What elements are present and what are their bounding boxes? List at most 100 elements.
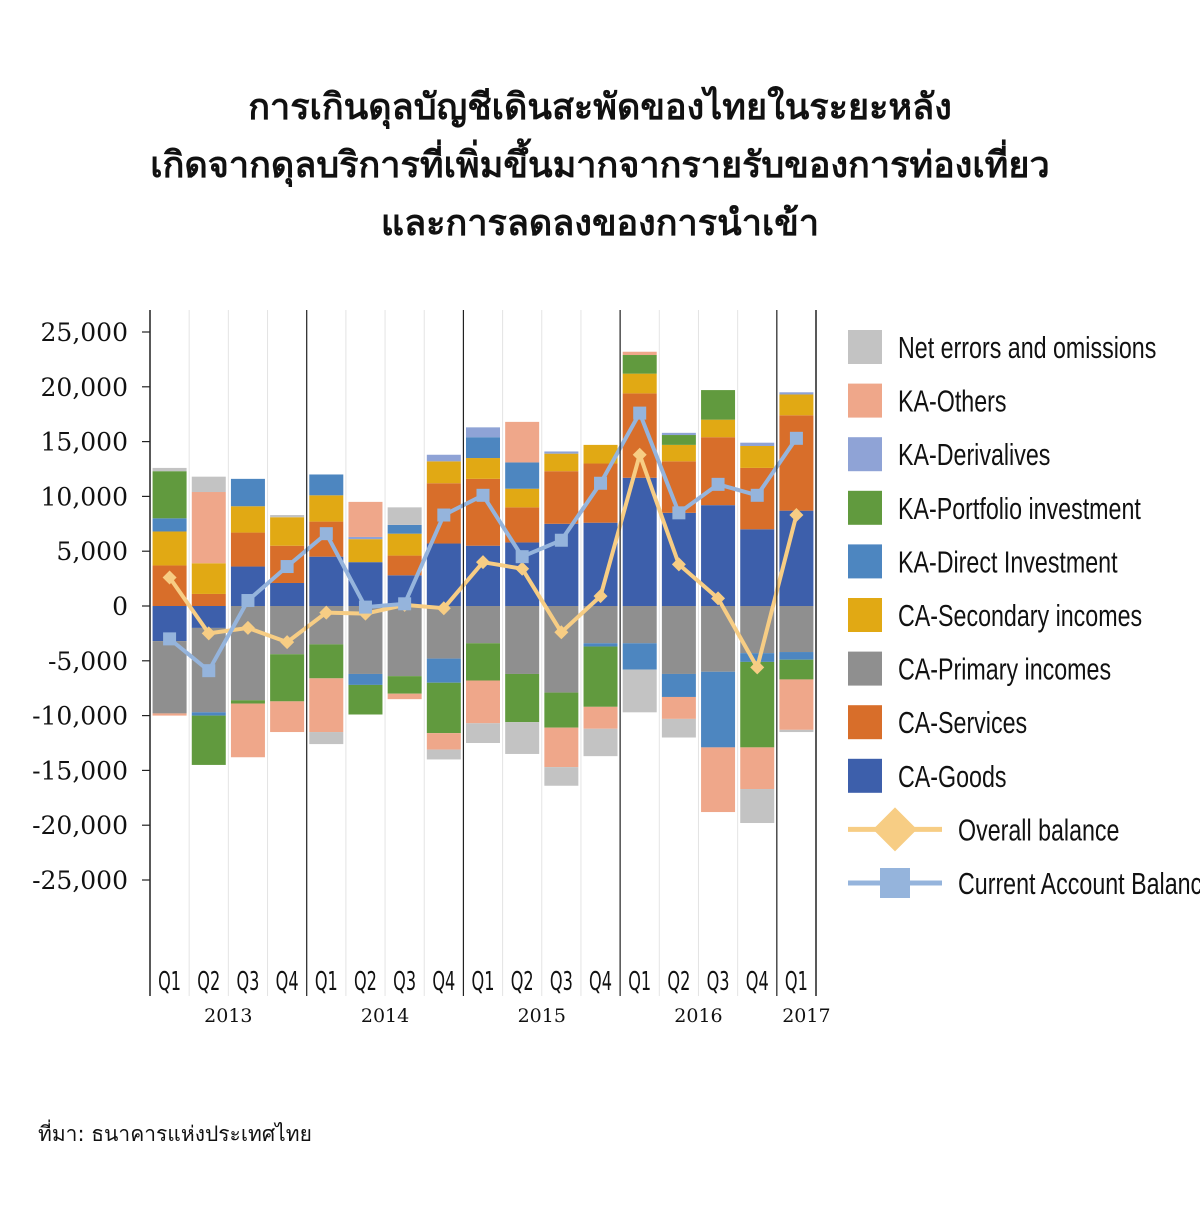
bar-net-errors-and-omissions-13 [661,718,696,738]
bar-ka-direct-investment-9 [505,462,540,489]
bar-ka-others-6 [387,693,422,700]
point-current-account-balance-16 [789,431,803,445]
point-overall-balance-1 [201,626,216,641]
bar-ka-others-11 [583,706,618,729]
x-tick-label: Q2 [354,967,377,997]
bar-ka-portfolio-investment-7 [426,682,461,734]
legend-swatch-ka-others [848,383,882,418]
axes: 25,000 20,000 15,000 10,000 5,000 0 -5,000 -10,… [32,310,831,1027]
point-overall-balance-12 [632,447,647,462]
bar-ka-portfolio-investment-1 [191,715,226,765]
bar-ka-others-8 [466,680,500,724]
y-tick-label: 15,000 [41,428,128,457]
bar-ka-direct-investment-1 [191,712,226,716]
bar-ka-portfolio-investment-8 [466,643,500,681]
bar-ka-direct-investment-11 [583,643,618,647]
bar-net-errors-and-omissions-15 [740,789,775,824]
legend-swatch-ka-direct-investment [848,544,882,579]
point-overall-balance-11 [593,589,608,604]
bar-net-errors-and-omissions-6 [387,507,422,525]
bar-net-errors-and-omissions-0 [152,467,187,472]
x-tick-label: Q1 [158,967,181,997]
x-tick-label: Q1 [472,967,495,997]
x-tick-label: Q1 [628,967,651,997]
bar-ka-portfolio-investment-3 [270,654,305,702]
year-label: 2014 [361,1005,409,1027]
legend-label-ka-direct-investment: KA-Direct Investment [898,544,1118,579]
legend-label-current-account-balance: Current Account Balance [958,866,1200,901]
balance-of-payments-chart: 25,000 20,000 15,000 10,000 5,000 0 -5,000 -10,… [32,310,1200,1027]
x-tick-label: Q2 [511,967,534,997]
bar-ka-others-10 [544,727,579,768]
bar-ca-secondary-incomes-14 [701,419,736,438]
bar-ka-others-13 [661,696,696,719]
bar-ka-portfolio-investment-15 [740,661,775,748]
legend-label-ca-services: CA-Services [898,705,1027,740]
bar-ka-others-9 [505,421,540,463]
bar-ca-secondary-incomes-11 [583,444,618,464]
point-overall-balance-9 [515,561,530,576]
bar-net-errors-and-omissions-10 [544,767,579,786]
y-tick-label: -20,000 [32,811,128,840]
x-tick-label: Q3 [393,967,416,997]
bar-ca-goods-3 [270,582,305,606]
legend-swatch-net-errors-and-omissions [848,330,882,364]
bar-ca-services-2 [230,532,265,567]
point-current-account-balance-4 [319,527,333,541]
bar-ca-services-6 [387,555,422,576]
bar-ca-secondary-incomes-2 [230,506,265,533]
legend-swatch-ca-services [848,705,882,740]
point-overall-balance-4 [319,605,334,620]
point-overall-balance-0 [162,570,177,585]
bar-ca-primary-incomes-16 [779,606,814,653]
bar-ka-derivalives-7 [426,454,461,462]
point-current-account-balance-14 [711,477,725,491]
bar-ka-others-16 [779,679,814,730]
bar-ka-derivalives-5 [348,536,383,540]
point-overall-balance-13 [671,557,686,572]
bar-ca-primary-incomes-12 [622,606,657,644]
x-tick-label: Q4 [432,967,455,997]
legend-label-ca-primary-incomes: CA-Primary incomes [898,651,1111,686]
bar-ka-portfolio-investment-5 [348,684,383,715]
point-overall-balance-14 [711,591,726,606]
bar-net-errors-and-omissions-7 [426,749,461,760]
bar-ka-direct-investment-15 [740,653,775,662]
point-current-account-balance-2 [241,594,255,608]
x-tick-label: Q3 [550,967,573,997]
bar-ka-portfolio-investment-6 [387,676,422,694]
bar-ca-secondary-incomes-15 [740,445,775,468]
bar-ca-primary-incomes-11 [583,606,618,644]
point-current-account-balance-12 [633,406,647,420]
point-current-account-balance-6 [398,597,412,611]
bar-net-errors-and-omissions-12 [622,669,657,713]
legend-swatch-ka-derivalives [848,437,882,472]
x-tick-label: Q3 [236,967,259,997]
legend: Net errors and omissions KA-Others KA-Deri… [848,330,1200,901]
bar-ka-portfolio-investment-16 [779,659,814,680]
x-tick-label: Q1 [785,967,808,997]
point-overall-balance-10 [554,625,569,640]
point-overall-balance-7 [436,601,451,616]
point-current-account-balance-11 [594,476,608,490]
title-line-2: เกิดจากดุลบริการที่เพิ่มขึ้นมากจากรายรับ… [150,144,1050,186]
point-overall-balance-3 [280,635,295,650]
source-note: ที่มา: ธนาคารแห่งประเทศไทย [38,1122,312,1146]
y-tick-label: -10,000 [32,702,128,731]
bar-ca-secondary-incomes-8 [466,458,500,479]
legend-marker-current-account-balance [880,868,910,898]
bar-ca-services-11 [583,463,618,523]
point-overall-balance-16 [789,508,804,523]
legend-label-ca-secondary-incomes: CA-Secondary incomes [898,598,1142,633]
legend-label-ca-goods: CA-Goods [898,759,1007,794]
y-tick-label: -25,000 [32,866,128,895]
bar-net-errors-and-omissions-3 [270,515,305,518]
bar-ka-direct-investment-6 [387,524,422,534]
bar-ka-derivalives-8 [466,427,500,438]
bar-ca-secondary-incomes-1 [191,563,226,594]
bar-ca-secondary-incomes-10 [544,453,579,472]
bar-ka-direct-investment-7 [426,658,461,683]
bar-net-errors-and-omissions-1 [191,476,226,493]
bar-ka-others-3 [270,701,305,733]
bar-ca-secondary-incomes-0 [152,531,187,566]
